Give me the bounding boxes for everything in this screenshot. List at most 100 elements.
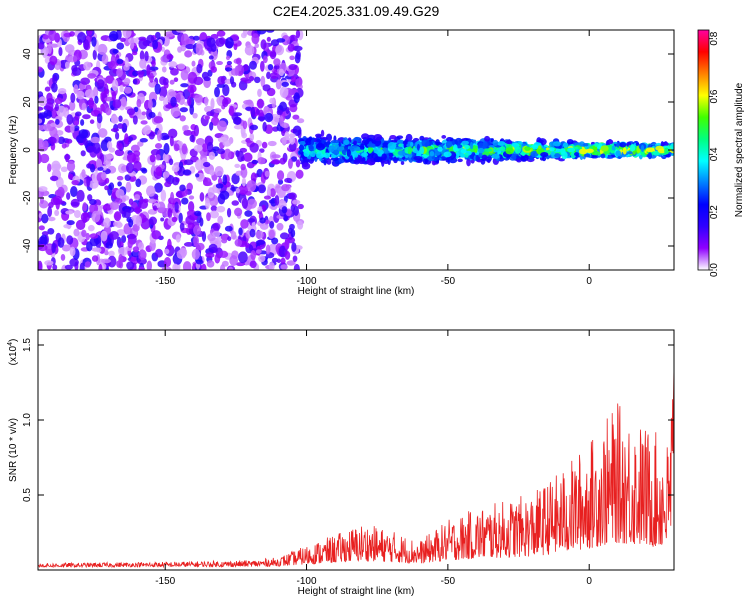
spectrogram-cell [94, 95, 99, 104]
spectrogram-cell [98, 263, 103, 270]
spectrogram-cell [80, 212, 90, 223]
spectrogram-cell [95, 158, 102, 168]
spectrogram-cell [152, 39, 159, 50]
spectrogram-cell [460, 152, 465, 158]
spectrogram-cell [256, 98, 264, 109]
spectrogram-cell [267, 63, 274, 71]
snr-y-ticks: 0.5 1.0 1.5 [22, 338, 674, 502]
spectrogram-cell [233, 124, 243, 130]
spectrogram-cell [71, 67, 82, 76]
spectrogram-cell [38, 112, 49, 119]
spectrogram-cell [91, 36, 97, 47]
spectrogram-cell [290, 156, 298, 162]
spectrogram-cell [143, 198, 149, 204]
spectrogram-cell [492, 154, 500, 160]
spectrogram-cell [237, 251, 248, 264]
spectrogram-cell [538, 145, 542, 150]
snr-x-ticks: -150 -100 -50 0 [155, 330, 592, 587]
spectrogram-cell [171, 216, 178, 223]
spectrogram-cell [57, 237, 65, 248]
spectrogram-cell [118, 246, 128, 257]
spectrogram-cell [353, 151, 359, 158]
spectrogram-cell [287, 43, 295, 52]
spectrogram-cell [234, 65, 239, 77]
spectrogram-cell [209, 121, 214, 131]
spectrogram-cell [105, 75, 115, 84]
spectrogram-cell [206, 141, 214, 153]
spectrogram-cell [86, 30, 93, 36]
spectrogram-cell [455, 151, 460, 159]
spectrogram-cell [279, 101, 288, 112]
spectrogram-cell [665, 153, 671, 158]
spectrogram-cell [554, 153, 561, 158]
spectrogram-cell [514, 146, 521, 154]
spectrogram-cell [120, 37, 126, 42]
snr-panel: -150 -100 -50 0 0.5 1.0 1.5 Height of straigh… [7, 329, 675, 597]
spectrogram-cell [264, 112, 274, 123]
spectrogram-cell [181, 197, 189, 205]
spectrogram-cell [460, 148, 467, 154]
spectrogram-cell [104, 96, 114, 102]
spectrogram-cell [66, 192, 71, 200]
spectrogram-cell [234, 238, 243, 247]
spectrogram-cell [516, 158, 522, 163]
spectrogram-cell [204, 96, 209, 107]
spectrogram-cell [481, 154, 488, 161]
spectrogram-cell [593, 151, 602, 156]
spectrogram-cell [183, 159, 194, 166]
spectrogram-cell [69, 31, 75, 37]
spectrogram-cell [138, 36, 147, 41]
spectrogram-cell [144, 50, 149, 62]
spectrogram-cell [214, 165, 224, 177]
spectrogram-cell [336, 146, 345, 152]
spectrogram-cell [278, 68, 285, 77]
spectrogram-cell [51, 109, 57, 118]
spectrogram-cell [249, 228, 256, 238]
spectrogram-cell [74, 111, 82, 117]
spectrogram-cell [227, 236, 232, 242]
spectrogram-cell [217, 76, 226, 85]
spectrogram-cell [288, 142, 297, 152]
spectrogram-cell [280, 264, 288, 270]
spectrogram-cell [640, 144, 645, 153]
spectrogram-cell [130, 37, 135, 50]
spectrogram-cell [229, 76, 235, 85]
spectrogram-cell [87, 73, 97, 79]
spectrogram-cell [416, 143, 420, 151]
spectrogram-cell [171, 164, 180, 173]
spectrogram-cell [578, 148, 588, 155]
spectrogram-cell [81, 229, 87, 238]
spectrogram-cell [321, 148, 327, 155]
spectrogram-cell [185, 43, 196, 50]
spectrogram-cell [263, 195, 272, 200]
spectrogram-cell [116, 58, 124, 65]
spectrogram-cell [209, 210, 219, 219]
spectrogram-cell [281, 183, 290, 192]
spectrogram-cell [187, 201, 195, 213]
spectrogram-cell [47, 216, 56, 222]
spectrogram-cell [156, 129, 162, 142]
spectrogram-cell [269, 188, 276, 198]
spectrogram-cell [619, 141, 627, 148]
spectrogram-cell [126, 162, 134, 174]
spectrogram-cell [46, 92, 53, 102]
spectrogram-cell [549, 147, 555, 152]
spectrogram-cell [113, 211, 122, 222]
spectrogram-cell [199, 192, 205, 202]
spectrogram-cell [308, 144, 314, 152]
spectrogram-cell [268, 229, 275, 239]
spectrogram-cell [567, 147, 576, 153]
spectrogram-cell [118, 254, 123, 265]
spectrogram-cell [315, 143, 325, 151]
spectrogram-cell [664, 147, 670, 155]
colorbar-tick-label: 0.2 [709, 205, 720, 219]
spectrogram-cell [497, 141, 506, 146]
spectrogram-cell [241, 177, 247, 187]
spectrogram-cell [84, 89, 94, 99]
snr-x-tick-label: -50 [441, 576, 456, 587]
spectrogram-cell [270, 39, 280, 47]
spectrogram-cell [262, 55, 268, 64]
spectrogram-cell [238, 227, 243, 236]
spectrogram-cell [265, 30, 275, 33]
spectrogram-cell [195, 259, 204, 265]
